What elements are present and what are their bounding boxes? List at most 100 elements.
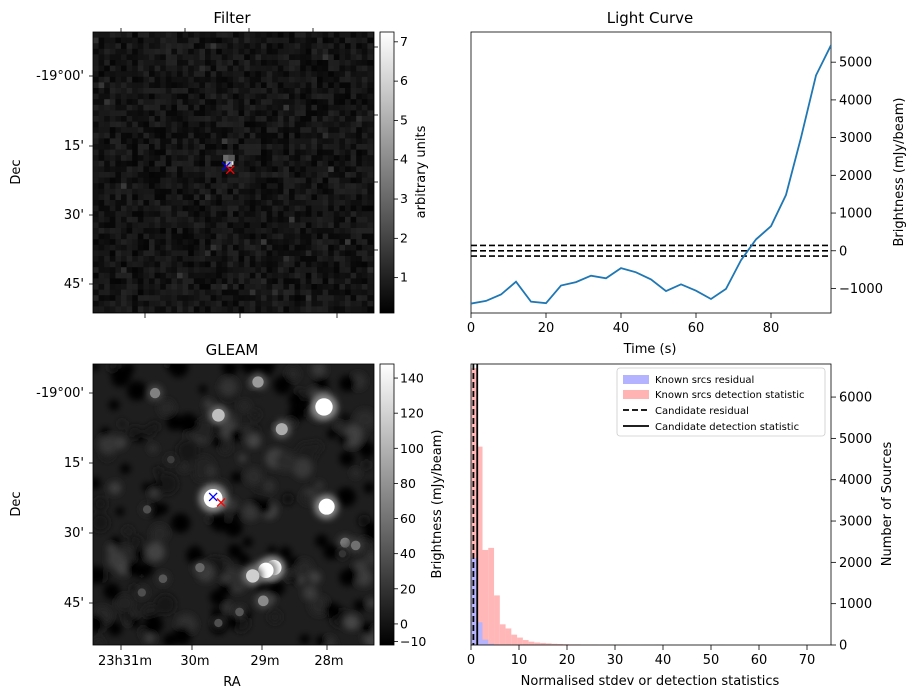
filter-pixel [361, 211, 368, 218]
filter-pixel [149, 82, 155, 89]
filter-pixel [345, 76, 351, 83]
filter-pixel [132, 155, 139, 162]
filter-pixel [339, 110, 346, 117]
filter-pixel [305, 82, 312, 89]
filter-pixel [255, 104, 262, 111]
filter-pixel [328, 149, 335, 156]
filter-pixel [317, 295, 323, 302]
filter-pixel [233, 278, 239, 285]
filter-pixel [98, 188, 105, 195]
filter-pixel [132, 295, 139, 302]
filter-pixel [104, 284, 111, 290]
filter-pixel [350, 256, 357, 262]
filter-pixel [210, 211, 217, 218]
filter-pixel [109, 244, 116, 251]
filter-pixel [160, 272, 167, 279]
filter-pixel [93, 71, 99, 78]
filter-pixel [266, 300, 273, 307]
filter-pixel [154, 60, 161, 66]
filter-pixel [266, 278, 273, 285]
filter-pixel [244, 60, 251, 66]
filter-pixel [350, 267, 357, 274]
filter-pixel [98, 166, 105, 173]
filter-pixel [367, 76, 374, 83]
filter-pixel [272, 48, 279, 55]
filter-pixel [98, 172, 105, 178]
gleam-noise-blob [224, 497, 238, 511]
filter-pixel [121, 250, 127, 257]
filter-pixel [171, 250, 178, 257]
gleam-noise-blob [268, 610, 282, 624]
filter-pixel [333, 104, 340, 111]
filter-pixel [171, 183, 178, 190]
filter-pixel [93, 200, 99, 206]
filter-pixel [277, 93, 284, 100]
filter-pixel [132, 216, 139, 223]
filter-pixel [149, 194, 155, 201]
filter-pixel [333, 250, 340, 257]
filter-pixel [177, 228, 183, 234]
filter-pixel [317, 228, 323, 234]
filter-pixel [93, 244, 99, 251]
filter-pixel [93, 160, 99, 167]
filter-pixel [132, 138, 139, 145]
gleam-source [232, 605, 247, 619]
filter-pixel [109, 104, 116, 111]
filter-pixel [115, 172, 122, 178]
filter-pixel [266, 205, 273, 212]
filter-pixel [255, 166, 262, 173]
filter-pixel [221, 82, 228, 89]
filter-pixel [333, 228, 340, 234]
filter-pixel [317, 211, 323, 218]
filter-pixel [322, 295, 329, 302]
filter-pixel [115, 166, 122, 173]
filter-pixel [328, 211, 335, 218]
filter-pixel [216, 177, 223, 184]
filter-pixel [244, 200, 251, 206]
filter-pixel [356, 43, 363, 50]
filter-pixel [283, 239, 290, 246]
filter-pixel [249, 43, 256, 50]
filter-pixel [311, 110, 318, 117]
filter-pixel [339, 228, 346, 234]
filter-pixel [132, 177, 139, 184]
filter-pixel [109, 295, 116, 302]
filter-pixel [294, 216, 301, 223]
filter-pixel [311, 256, 318, 262]
filter-pixel [283, 149, 290, 156]
filter-pixel [109, 99, 116, 106]
filter-pixel [266, 144, 273, 150]
gleam-xtick-label: 23h31m [98, 654, 152, 669]
filter-pixel [104, 110, 111, 117]
filter-pixel [171, 37, 178, 44]
filter-pixel [255, 127, 262, 134]
filter-pixel [137, 244, 144, 251]
filter-pixel [149, 138, 155, 145]
filter-pixel [188, 211, 195, 218]
light-curve-title: Light Curve [607, 9, 693, 27]
filter-pixel [121, 149, 127, 156]
filter-pixel [305, 121, 312, 128]
filter-pixel [210, 60, 217, 66]
filter-pixel [154, 166, 161, 173]
filter-pixel [199, 60, 206, 66]
filter-pixel [361, 116, 368, 122]
filter-pixel [154, 244, 161, 251]
filter-pixel [165, 216, 172, 223]
gleam-source [242, 565, 263, 587]
filter-pixel [132, 267, 139, 274]
filter-pixel [227, 272, 234, 279]
gleam-noise-blob [364, 522, 374, 541]
filter-pixel [221, 93, 228, 100]
filter-pixel [311, 295, 318, 302]
filter-pixel [98, 261, 105, 268]
filter-pixel [305, 188, 312, 195]
filter-pixel [115, 211, 122, 218]
filter-pixel [121, 99, 127, 106]
gleam-noise-blob [249, 409, 261, 421]
filter-pixel [182, 37, 189, 44]
filter-pixel [193, 233, 200, 240]
filter-pixel [137, 144, 144, 150]
filter-pixel [221, 172, 228, 178]
